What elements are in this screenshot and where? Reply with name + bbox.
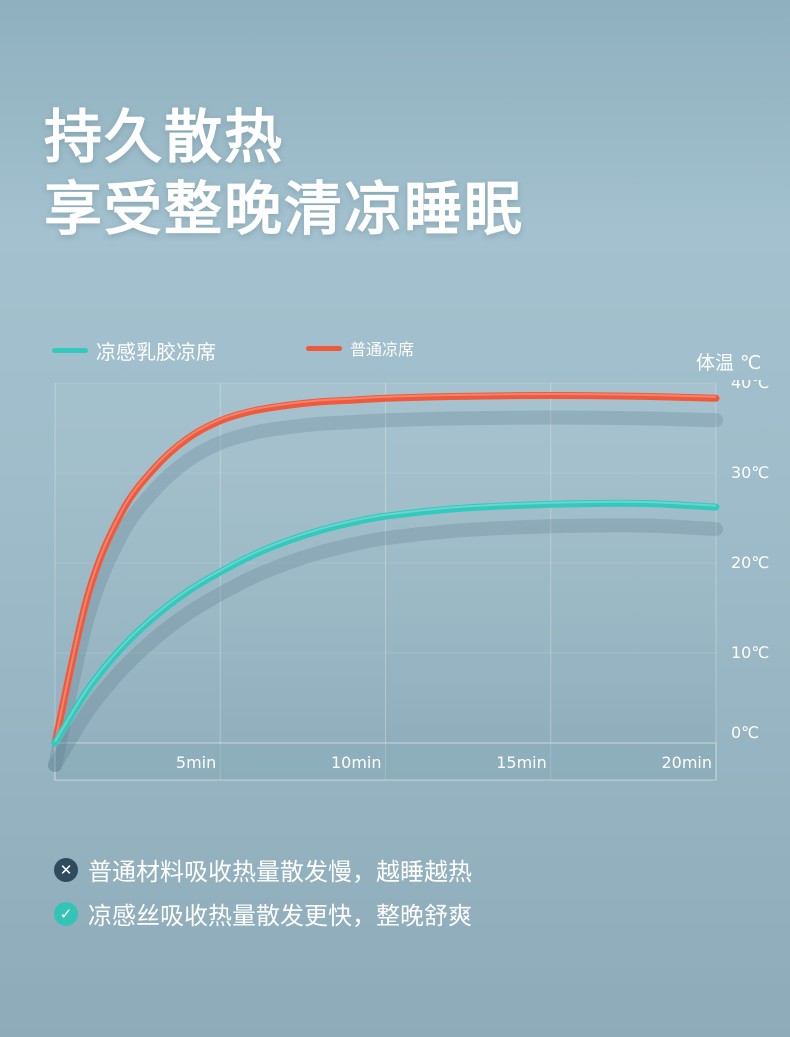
x-tick-label: 5min bbox=[176, 753, 216, 772]
y-tick-label: 40℃ bbox=[731, 380, 769, 392]
x-tick-label: 10min bbox=[331, 753, 382, 772]
y-tick-label: 0℃ bbox=[731, 723, 759, 742]
legend-normal: 普通凉席 bbox=[306, 336, 414, 360]
check-icon: ✓ bbox=[54, 901, 78, 926]
headline-line-2: 享受整晚清凉睡眠 bbox=[44, 175, 525, 243]
series-highlight bbox=[54, 500, 717, 743]
headline-line-1: 持久散热 bbox=[44, 103, 285, 171]
y-tick-label: 30℃ bbox=[731, 463, 769, 482]
temperature-chart: 5min 10min 15min 20min 0℃ 10℃ 20℃ 30℃ 40℃ bbox=[48, 380, 769, 781]
bullet-cool-text: 凉感丝吸收热量散发更快，整晚舒爽 bbox=[88, 902, 472, 930]
bullet-normal-text: 普通材料吸收热量散发慢，越睡越热 bbox=[88, 858, 472, 886]
chart-panel bbox=[550, 383, 716, 743]
y-unit-label: 体温 ℃ bbox=[696, 352, 762, 374]
cross-icon: ✕ bbox=[54, 857, 78, 882]
bullet-cool: ✓ 凉感丝吸收热量散发更快，整晚舒爽 bbox=[54, 896, 472, 931]
series-shadow bbox=[48, 518, 723, 772]
legend-normal-label: 普通凉席 bbox=[350, 340, 415, 359]
bullet-normal: ✕ 普通材料吸收热量散发慢，越睡越热 bbox=[54, 852, 472, 887]
chart-panel bbox=[55, 383, 221, 743]
legend-normal-swatch bbox=[306, 345, 342, 351]
y-tick-label: 10℃ bbox=[731, 643, 769, 662]
x-tick-label: 15min bbox=[496, 753, 547, 772]
legend-cool-swatch bbox=[52, 348, 88, 353]
x-axis-band bbox=[54, 742, 717, 781]
y-tick-label: 20℃ bbox=[731, 553, 769, 572]
legend-cool: 凉感乳胶凉席 bbox=[52, 336, 216, 365]
chart-panel bbox=[385, 383, 551, 743]
series-line-normal bbox=[51, 391, 720, 747]
x-tick-label: 20min bbox=[661, 753, 712, 772]
legend-cool-label: 凉感乳胶凉席 bbox=[96, 340, 216, 364]
chart-panel bbox=[220, 383, 386, 743]
series-line-cool bbox=[51, 499, 720, 747]
series-highlight bbox=[54, 392, 717, 742]
series-shadow bbox=[48, 410, 723, 772]
